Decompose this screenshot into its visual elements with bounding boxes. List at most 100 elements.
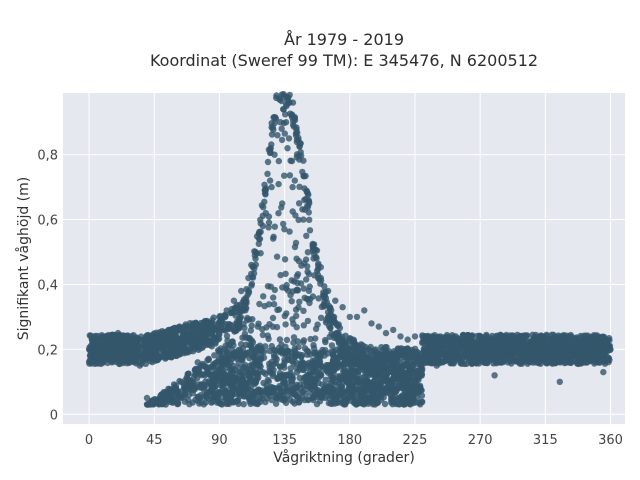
sample-point: [368, 320, 375, 327]
data-point: [303, 276, 310, 283]
data-point: [222, 355, 229, 362]
data-point: [226, 373, 233, 381]
data-point: [473, 353, 481, 360]
data-point: [276, 385, 284, 392]
data-point: [316, 358, 324, 365]
y-tick-label: 0,4: [37, 278, 58, 293]
data-point: [581, 341, 588, 348]
sample-point: [158, 391, 165, 398]
data-point: [314, 265, 322, 273]
data-point: [330, 348, 338, 355]
sample-point: [114, 346, 122, 353]
data-point: [377, 379, 384, 387]
sample-point: [259, 391, 267, 398]
data-point: [270, 235, 277, 242]
data-point: [208, 328, 215, 336]
sample-point: [230, 297, 238, 304]
data-point: [368, 361, 375, 368]
data-point: [264, 158, 272, 166]
sample-point: [433, 362, 440, 369]
sample-point: [216, 313, 223, 321]
data-point: [311, 363, 318, 370]
data-point: [195, 346, 202, 353]
data-point: [237, 368, 245, 376]
data-point: [242, 341, 250, 348]
data-point: [90, 352, 98, 359]
data-point: [310, 349, 318, 356]
sample-point: [85, 346, 93, 353]
sample-point: [274, 132, 281, 139]
data-point: [276, 95, 283, 102]
data-point: [244, 368, 251, 376]
data-point: [389, 387, 396, 394]
sample-point: [180, 329, 187, 337]
data-point: [203, 339, 210, 347]
data-point: [465, 331, 472, 339]
data-point: [591, 360, 598, 367]
data-point: [267, 283, 274, 290]
data-point: [380, 366, 387, 373]
sample-point: [563, 346, 571, 353]
sample-point: [187, 378, 194, 385]
y-axis-label: Signifikant våghöjd (m): [15, 177, 32, 340]
sample-point: [534, 349, 542, 356]
sample-point: [419, 365, 426, 372]
data-point: [518, 339, 525, 346]
data-point: [315, 295, 322, 302]
data-point: [195, 394, 202, 401]
data-point: [506, 354, 513, 362]
data-point: [152, 357, 159, 364]
data-point: [509, 332, 516, 339]
sample-point: [277, 119, 284, 126]
data-point: [223, 349, 230, 356]
sample-point: [607, 346, 614, 353]
data-point: [374, 399, 381, 407]
sample-point: [172, 352, 180, 360]
data-point: [288, 357, 296, 365]
data-point: [279, 200, 286, 207]
sample-point: [469, 349, 477, 356]
data-point: [238, 341, 245, 348]
sample-point: [268, 183, 275, 191]
data-point: [492, 350, 499, 357]
data-point: [556, 357, 564, 364]
data-point: [269, 314, 277, 322]
data-point: [305, 197, 312, 204]
y-tick-labels: 0 0,2 0,4 0,6 0,8: [37, 149, 58, 424]
sample-point: [143, 333, 151, 340]
data-point: [281, 172, 288, 179]
data-point: [241, 361, 249, 369]
data-point: [555, 332, 562, 339]
sample-point: [498, 346, 506, 353]
data-point: [377, 353, 384, 360]
data-point: [412, 361, 419, 368]
sample-point: [209, 317, 216, 324]
data-point: [139, 357, 146, 364]
data-point: [281, 256, 289, 263]
data-point: [316, 398, 324, 405]
data-point: [192, 319, 199, 327]
title-line-2: Koordinat (Sweref 99 TM): E 345476, N 62…: [149, 51, 539, 70]
data-point: [261, 302, 268, 310]
data-point: [282, 321, 289, 328]
sample-point: [477, 346, 484, 353]
data-point: [308, 379, 315, 387]
data-point: [297, 280, 305, 287]
sample-point: [491, 342, 498, 350]
x-tick-label: 45: [146, 433, 163, 448]
data-point: [262, 343, 269, 350]
y-tick-label: 0: [50, 408, 58, 423]
data-point: [341, 353, 349, 360]
sample-point: [317, 372, 324, 379]
data-point: [250, 353, 257, 360]
sample-point: [271, 151, 278, 158]
sample-point: [151, 339, 158, 347]
sample-point: [346, 313, 353, 321]
data-point: [316, 364, 324, 371]
data-point: [390, 352, 397, 360]
sample-point: [332, 297, 339, 304]
sample-point: [114, 329, 122, 337]
data-point: [459, 332, 467, 339]
sample-point: [375, 372, 382, 379]
sample-point: [262, 209, 269, 217]
